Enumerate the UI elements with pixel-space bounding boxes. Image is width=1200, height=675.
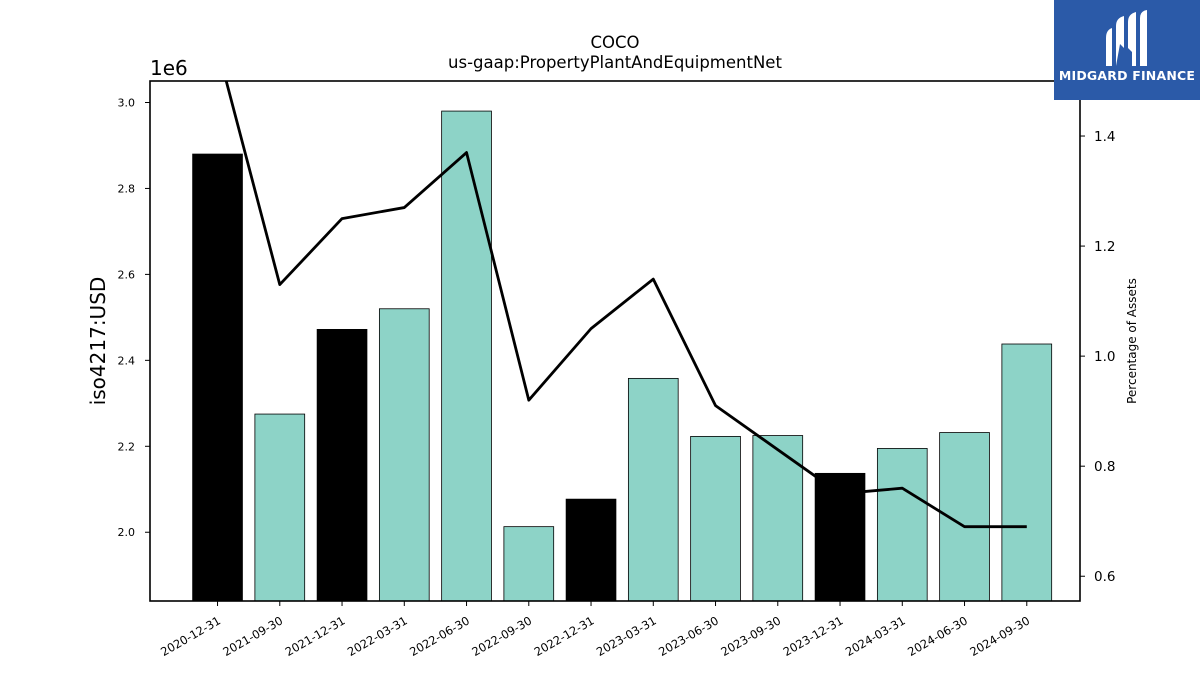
chart-title: COCO: [590, 33, 639, 52]
x-tick-label: 2022-12-31: [532, 613, 597, 659]
x-tick-label: 2023-09-30: [718, 613, 783, 659]
x-tick-label: 2023-03-31: [594, 613, 659, 659]
bar-2020-12-31: [192, 153, 243, 601]
x-tick-label: 2022-03-31: [345, 613, 410, 659]
midgard-logo: MIDGARD FINANCE: [1054, 0, 1200, 100]
bar-2021-12-31: [316, 328, 368, 601]
bar-2021-09-30: [254, 413, 306, 601]
x-tick-label: 2020-12-31: [158, 613, 223, 659]
logo-text: MIDGARD FINANCE: [1058, 68, 1196, 83]
y-tick-label: 2.0: [118, 526, 136, 539]
bar-2022-09-30: [503, 526, 555, 601]
y-axis-label: iso4217:USD: [86, 277, 110, 406]
bar-2024-09-30: [1001, 343, 1053, 601]
percentage-line: [224, 81, 1027, 529]
x-tick-label: 2023-12-31: [781, 613, 846, 659]
bar-2022-03-31: [378, 308, 430, 601]
y2-tick-label: 0.8: [1094, 459, 1115, 475]
bar-2022-06-30: [441, 110, 492, 601]
x-tick-label: 2022-06-30: [407, 613, 472, 659]
midgard-logo-icon: [1106, 10, 1147, 66]
bar-2023-06-30: [690, 435, 741, 601]
y-tick-label: 2.6: [118, 268, 136, 281]
y2-tick-label: 1.0: [1094, 349, 1115, 365]
y-tick-label: 2.2: [118, 440, 136, 453]
x-tick-label: 2021-12-31: [283, 613, 348, 659]
y2-tick-label: 0.6: [1094, 569, 1115, 585]
x-tick-label: 2024-03-31: [843, 613, 908, 659]
bar-2023-03-31: [627, 377, 679, 601]
x-tick-label: 2022-09-30: [469, 613, 534, 659]
bar-2022-12-31: [565, 498, 617, 601]
y2-tick-label: 1.4: [1094, 129, 1115, 145]
x-tick-label: 2023-06-30: [656, 613, 721, 659]
bar-2024-03-31: [876, 448, 928, 601]
line-group: [224, 81, 1027, 529]
x-tick-label: 2024-09-30: [967, 613, 1032, 659]
y-tick-label: 2.8: [118, 182, 136, 195]
x-tick-label: 2024-06-30: [905, 613, 970, 659]
x-tick-label: 2021-09-30: [220, 613, 285, 659]
y-offset-label: 1e6: [150, 56, 188, 80]
y-tick-label: 3.0: [118, 96, 136, 109]
chart-subtitle: us-gaap:PropertyPlantAndEquipmentNet: [448, 53, 782, 72]
plot-frame: [149, 80, 1081, 602]
bars-group: [192, 110, 1053, 601]
y2-axis-label: Percentage of Assets: [1125, 278, 1139, 404]
y2-tick-label: 1.2: [1094, 239, 1115, 255]
y-tick-label: 2.4: [118, 354, 136, 367]
